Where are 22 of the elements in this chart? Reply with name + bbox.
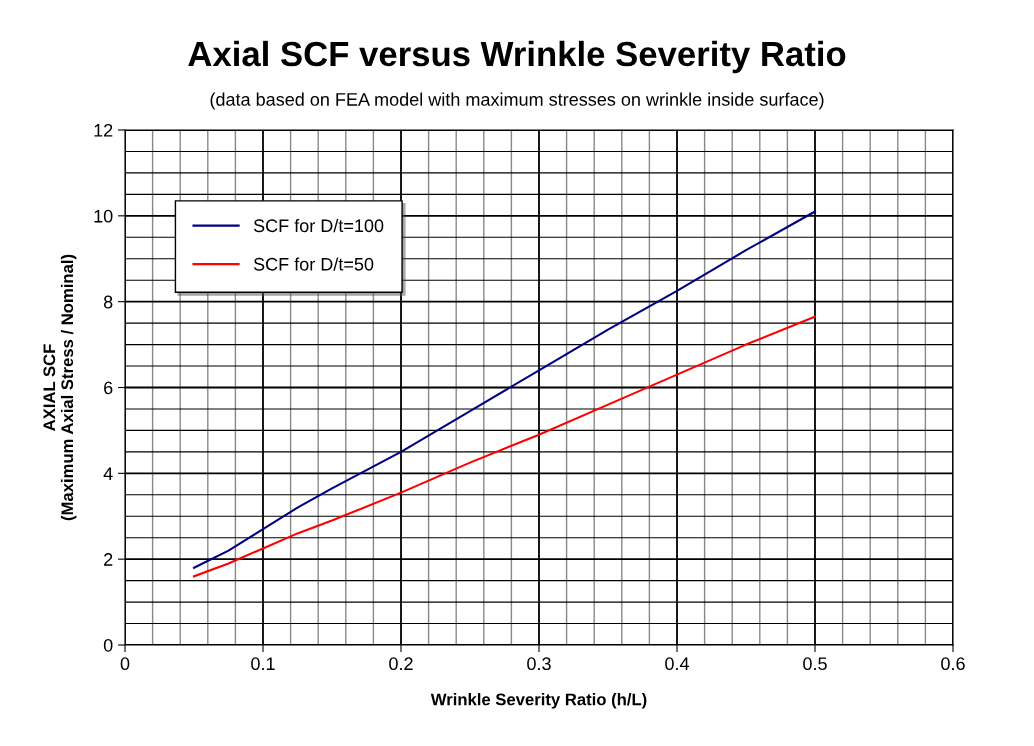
y-tick-label: 0 xyxy=(103,638,113,652)
x-tick-label: 0 xyxy=(120,657,130,671)
legend-label: SCF for D/t=50 xyxy=(253,257,374,271)
chart-subtitle: (data based on FEA model with maximum stresses on wrinkle inside surface) xyxy=(210,92,824,110)
y-tick-label: 8 xyxy=(103,295,113,309)
y-tick-label: 10 xyxy=(94,209,113,223)
x-tick-label: 0.4 xyxy=(665,657,690,671)
chart-title: Axial SCF versus Wrinkle Severity Ratio xyxy=(188,40,846,74)
x-axis-title: Wrinkle Severity Ratio (h/L) xyxy=(430,693,647,709)
x-tick-label: 0.6 xyxy=(941,657,965,671)
y-tick-label: 6 xyxy=(104,381,113,395)
x-tick-label: 0.3 xyxy=(527,657,551,671)
y-tick-label: 4 xyxy=(103,467,113,480)
y-tick-label: 2 xyxy=(104,553,113,566)
x-tick-label: 0.2 xyxy=(389,657,413,671)
legend-label: SCF for D/t=100 xyxy=(253,218,384,233)
x-tick-label: 0.1 xyxy=(251,657,275,671)
y-axis-title: AXIAL SCF (Maximum Axial Stress / Nominal) xyxy=(43,254,77,521)
y-tick-label: 12 xyxy=(94,123,113,137)
x-tick-label: 0.5 xyxy=(803,657,827,671)
line-series xyxy=(192,315,817,578)
line-series xyxy=(192,210,817,569)
